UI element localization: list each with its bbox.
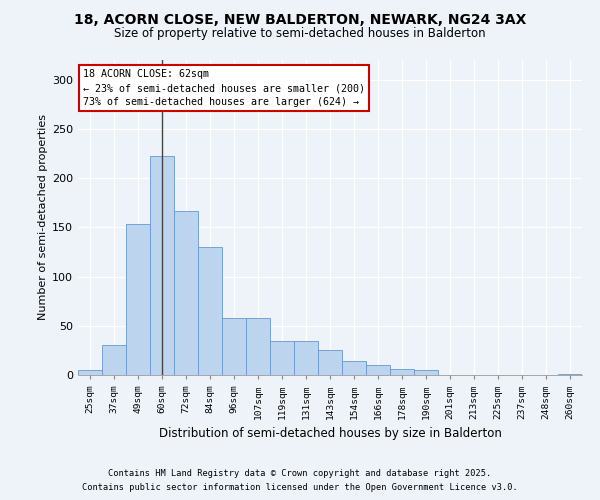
Text: 18, ACORN CLOSE, NEW BALDERTON, NEWARK, NG24 3AX: 18, ACORN CLOSE, NEW BALDERTON, NEWARK, … bbox=[74, 12, 526, 26]
Text: Size of property relative to semi-detached houses in Balderton: Size of property relative to semi-detach… bbox=[114, 28, 486, 40]
Text: Contains public sector information licensed under the Open Government Licence v3: Contains public sector information licen… bbox=[82, 484, 518, 492]
Bar bbox=[558, 374, 582, 375]
Bar bbox=[366, 365, 390, 375]
Bar bbox=[246, 318, 270, 375]
Bar bbox=[414, 370, 438, 375]
Bar bbox=[222, 318, 246, 375]
Bar bbox=[318, 350, 342, 375]
Y-axis label: Number of semi-detached properties: Number of semi-detached properties bbox=[38, 114, 48, 320]
Bar bbox=[102, 346, 126, 375]
Bar bbox=[270, 340, 294, 375]
Bar bbox=[78, 370, 102, 375]
Text: Contains HM Land Registry data © Crown copyright and database right 2025.: Contains HM Land Registry data © Crown c… bbox=[109, 468, 491, 477]
Bar bbox=[390, 369, 414, 375]
Text: 18 ACORN CLOSE: 62sqm
← 23% of semi-detached houses are smaller (200)
73% of sem: 18 ACORN CLOSE: 62sqm ← 23% of semi-deta… bbox=[83, 70, 365, 108]
Bar bbox=[150, 156, 174, 375]
Bar bbox=[198, 247, 222, 375]
Bar bbox=[174, 210, 198, 375]
Bar bbox=[294, 340, 318, 375]
Bar bbox=[126, 224, 150, 375]
X-axis label: Distribution of semi-detached houses by size in Balderton: Distribution of semi-detached houses by … bbox=[158, 427, 502, 440]
Bar bbox=[342, 361, 366, 375]
